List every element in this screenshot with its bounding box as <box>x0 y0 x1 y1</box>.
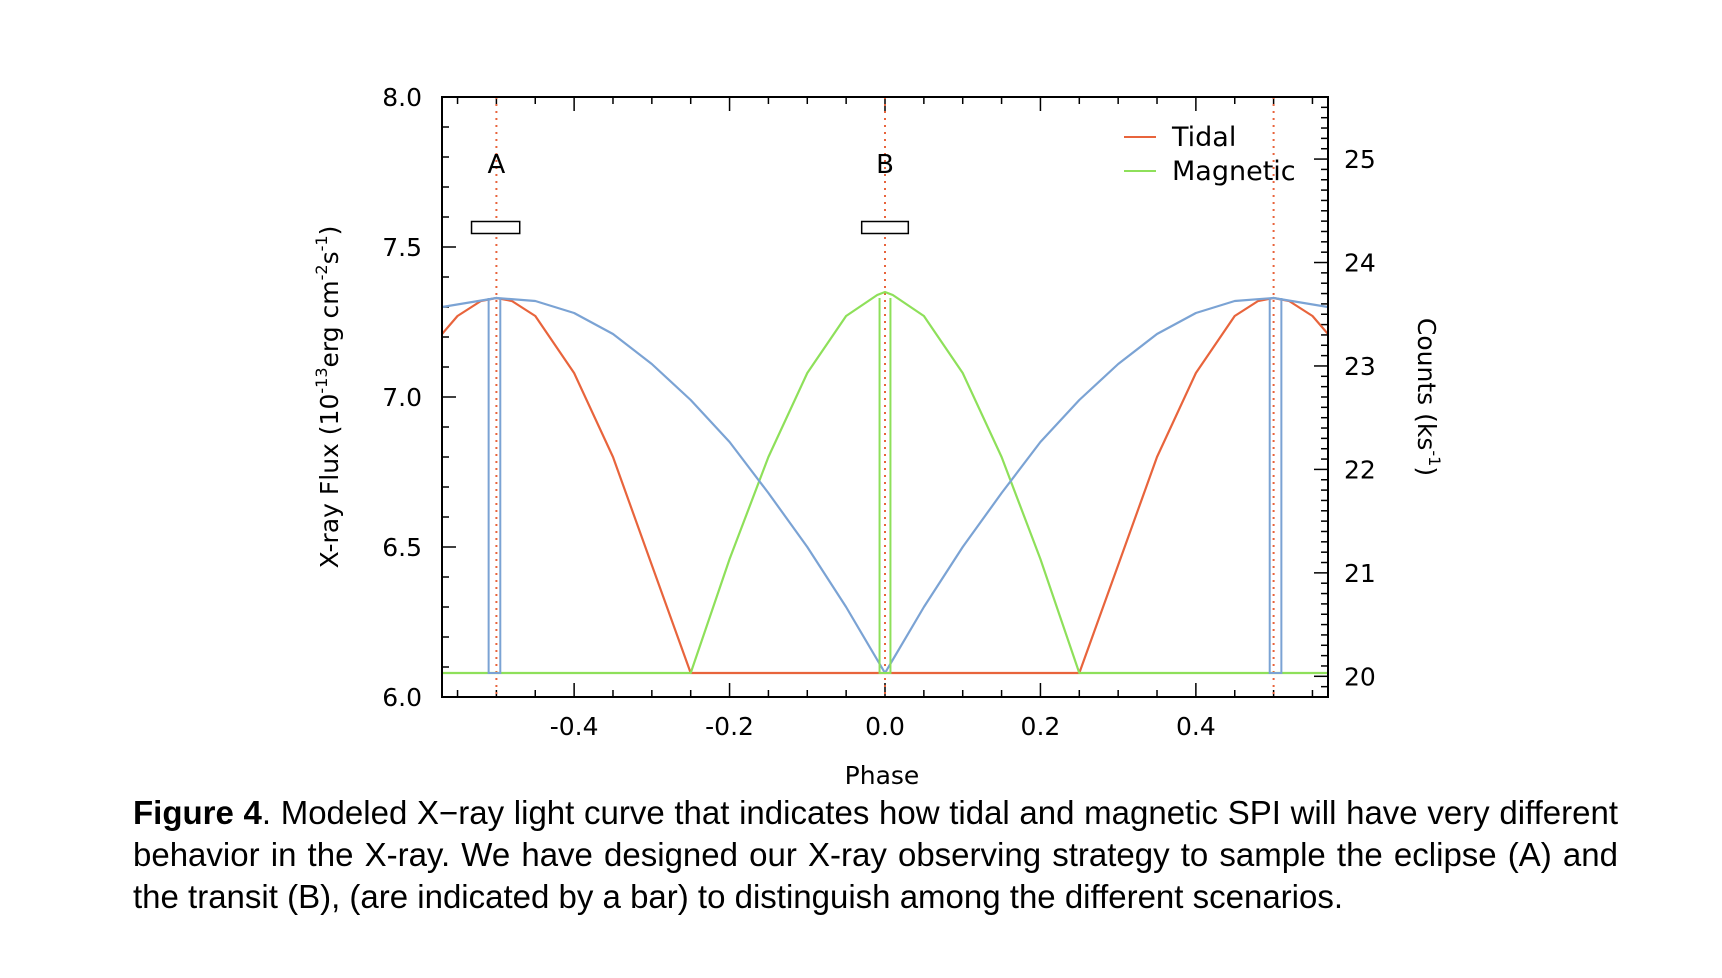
figure-caption: Figure 4. Modeled X−ray light curve that… <box>133 792 1618 918</box>
legend: Tidal Magnetic <box>1124 122 1296 187</box>
legend-label-tidal: Tidal <box>1171 122 1236 153</box>
observation-bar-b <box>860 220 910 235</box>
curves <box>442 290 1328 675</box>
dip-outline <box>487 298 502 674</box>
y-tick-label-right: 20 <box>1344 662 1376 691</box>
y-tick-label-left: 6.5 <box>382 533 422 562</box>
figure-label: Figure 4 <box>133 794 262 831</box>
x-tick-label: 0.2 <box>1021 712 1061 741</box>
x-axis-title: Phase <box>845 761 920 790</box>
series-line-magnetic <box>442 290 1328 675</box>
right-y-axis-title: Counts (ks-1) <box>1412 318 1444 476</box>
y-tick-label-left: 8.0 <box>382 83 422 112</box>
marker-label-a: A <box>488 150 506 180</box>
y-tick-label-right: 22 <box>1344 455 1376 484</box>
y-tick-label-right: 21 <box>1344 559 1376 588</box>
y-tick-label-left: 7.5 <box>382 233 422 262</box>
caption-text: . Modeled X−ray light curve that indicat… <box>133 794 1618 915</box>
y-tick-label-left: 7.0 <box>382 383 422 412</box>
tick-labels: -0.4 -0.2 0.0 0.2 0.4 6.0 6.5 7.0 7.5 8.0 20 21 22 23… <box>382 83 1376 741</box>
x-tick-label: -0.2 <box>705 712 754 741</box>
marker-label-b: B <box>876 150 894 180</box>
x-tick-label: 0.4 <box>1176 712 1216 741</box>
x-tick-label: -0.4 <box>550 712 599 741</box>
phase-reference-lines <box>495 97 1275 697</box>
dip-outline <box>878 298 892 674</box>
y-tick-label-left: 6.0 <box>382 683 422 712</box>
tick-marks <box>442 96 1328 698</box>
y-tick-label-right: 25 <box>1344 145 1376 174</box>
y-tick-label-right: 23 <box>1344 352 1376 381</box>
dip-outline <box>1268 298 1283 674</box>
y-tick-label-right: 24 <box>1344 249 1376 278</box>
plot-frame <box>441 96 1329 698</box>
observation-bar-a <box>470 220 521 235</box>
x-tick-label: 0.0 <box>865 712 905 741</box>
left-y-axis-title: X-ray Flux (10-13erg cm-2s-1) <box>312 226 344 569</box>
legend-label-magnetic: Magnetic <box>1172 156 1296 187</box>
